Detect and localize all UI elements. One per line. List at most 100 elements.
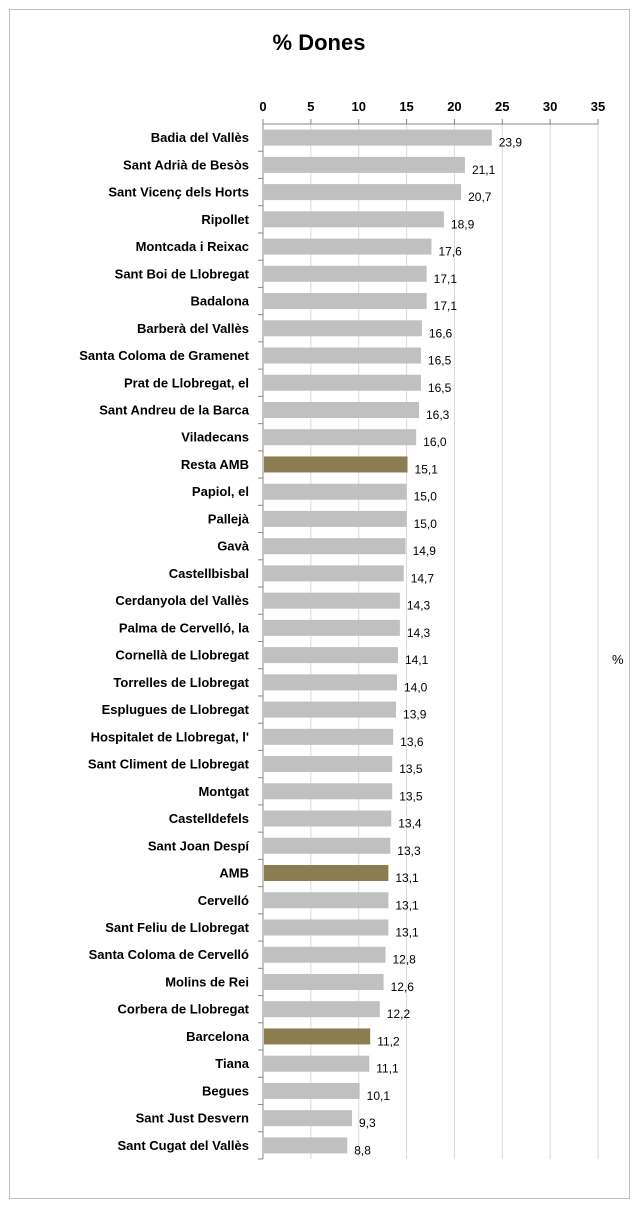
category-label: Santa Coloma de Cervelló: [89, 947, 249, 962]
category-label: Torrelles de Llobregat: [113, 675, 249, 690]
bar: [264, 674, 397, 691]
category-label: Esplugues de Llobregat: [102, 702, 250, 717]
category-label: Palma de Cervelló, la: [119, 620, 250, 635]
bar: [264, 728, 394, 745]
bar: [264, 619, 400, 636]
bar: [264, 483, 407, 500]
tick-label: 20: [447, 99, 461, 114]
bar: [264, 265, 427, 282]
bar: [264, 565, 404, 582]
bar: [264, 837, 391, 854]
bar: [264, 810, 392, 827]
value-label: 16,0: [423, 435, 447, 449]
bar: [264, 946, 386, 963]
category-label: Sant Climent de Llobregat: [88, 757, 250, 772]
bar: [264, 429, 417, 446]
category-label: Badalona: [190, 294, 249, 309]
value-label: 12,6: [391, 980, 415, 994]
bar: [264, 892, 389, 909]
value-label: 13,5: [399, 762, 423, 776]
category-label: Barcelona: [186, 1029, 250, 1044]
value-label: 21,1: [472, 163, 496, 177]
category-label: Begues: [202, 1083, 249, 1098]
bar: [264, 865, 389, 882]
value-label: 23,9: [499, 136, 523, 150]
bar: [264, 320, 422, 337]
category-label: Castellbisbal: [169, 566, 249, 581]
bar: [264, 647, 398, 664]
value-label: 13,6: [400, 735, 424, 749]
category-label: Sant Cugat del Vallès: [118, 1138, 250, 1153]
value-label: 14,0: [404, 680, 428, 694]
value-label: 11,1: [376, 1062, 399, 1076]
category-label: Sant Boi de Llobregat: [115, 266, 250, 281]
category-label: Castelldefels: [169, 811, 249, 826]
value-label: 16,5: [428, 381, 452, 395]
category-label: Sant Adrià de Besòs: [123, 157, 249, 172]
category-label: Cerdanyola del Vallès: [115, 593, 249, 608]
bar: [264, 374, 421, 391]
category-label: Ripollet: [201, 212, 249, 227]
axes: [258, 119, 599, 1160]
value-label: 14,9: [413, 544, 437, 558]
tick-label: 5: [307, 99, 314, 114]
unit-label: %: [612, 652, 624, 667]
value-label: 14,3: [407, 626, 431, 640]
category-label: Santa Coloma de Gramenet: [79, 348, 249, 363]
bar: [264, 293, 427, 310]
value-label: 13,3: [397, 844, 421, 858]
value-label: 14,7: [411, 571, 435, 585]
bar: [264, 701, 397, 718]
value-label: 14,1: [405, 653, 429, 667]
bar: [264, 129, 492, 146]
category-label: Badia del Vallès: [151, 130, 249, 145]
category-label: Molins de Rei: [165, 974, 249, 989]
value-label: 12,2: [387, 1007, 411, 1021]
category-label: Cornellà de Llobregat: [115, 648, 249, 663]
tick-label: 0: [259, 99, 266, 114]
value-label: 13,9: [403, 708, 427, 722]
value-label: 17,1: [434, 299, 458, 313]
category-label: Sant Just Desvern: [136, 1111, 249, 1126]
bar: [264, 538, 406, 555]
bar: [264, 1001, 380, 1018]
category-label: Resta AMB: [181, 457, 249, 472]
value-label: 17,1: [434, 272, 458, 286]
bar: [264, 456, 408, 473]
category-label: AMB: [219, 866, 249, 881]
value-label: 18,9: [451, 217, 475, 231]
bar: [264, 756, 393, 773]
value-label: 14,3: [407, 599, 431, 613]
category-label: Montcada i Reixac: [136, 239, 249, 254]
bar: [264, 1028, 371, 1045]
category-label: Sant Andreu de la Barca: [99, 402, 250, 417]
category-label: Sant Feliu de Llobregat: [105, 920, 249, 935]
bar: [264, 156, 465, 173]
bar: [264, 347, 421, 364]
category-label: Sant Joan Despí: [148, 838, 250, 853]
category-label: Prat de Llobregat, el: [124, 375, 249, 390]
bar: [264, 1055, 370, 1072]
bars: [264, 129, 492, 1154]
category-label: Corbera de Llobregat: [118, 1002, 250, 1017]
category-label: Pallejà: [208, 511, 250, 526]
tick-label: 35: [591, 99, 605, 114]
category-label: Hospitalet de Llobregat, l': [91, 729, 249, 744]
value-label: 11,2: [377, 1034, 400, 1048]
tick-label: 10: [351, 99, 365, 114]
category-label: Papiol, el: [192, 484, 249, 499]
value-label: 17,6: [438, 245, 462, 259]
bar: [264, 1137, 348, 1154]
bar: [264, 211, 444, 228]
value-label: 15,0: [414, 517, 438, 531]
value-label: 16,3: [426, 408, 450, 422]
value-label: 13,1: [395, 898, 419, 912]
bar: [264, 238, 432, 255]
value-label: 10,1: [367, 1089, 391, 1103]
value-label: 15,1: [415, 462, 439, 476]
category-label: Cervelló: [198, 893, 249, 908]
tick-label: 15: [399, 99, 413, 114]
category-label: Montgat: [198, 784, 249, 799]
value-label: 20,7: [468, 190, 492, 204]
value-label: 15,0: [414, 490, 438, 504]
